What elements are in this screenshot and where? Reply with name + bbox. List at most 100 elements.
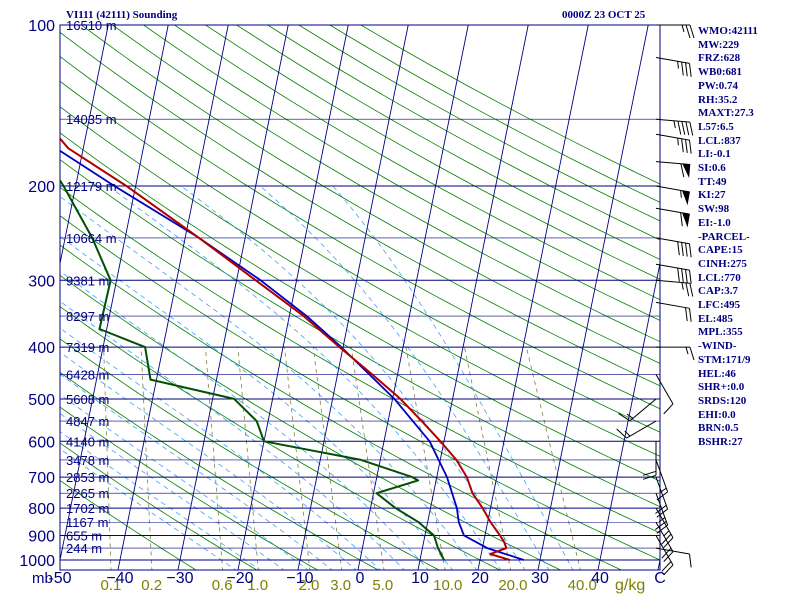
profile-traces [60, 136, 525, 561]
height-label: 12179 m [66, 179, 117, 194]
pressure-tick-label: 1000 [19, 553, 55, 570]
temperature-tick-label: 20 [471, 570, 489, 587]
pressure-tick-label: 500 [28, 392, 55, 409]
index-cap-3-7: CAP:3.7 [698, 285, 739, 298]
index-wind: -WIND- [698, 340, 737, 353]
dry-adiabat [60, 406, 319, 570]
moist-adiabat [60, 195, 478, 570]
mixing-ratio-tick-label: 3.0 [330, 577, 351, 594]
isobars [60, 24, 660, 561]
isotherm [537, 25, 649, 570]
index-si-0-6: SI:0.6 [698, 162, 726, 175]
moist-adiabat [332, 185, 574, 570]
wind-barb [655, 133, 692, 154]
height-label: 1167 m [66, 515, 108, 530]
index-frz-628: FRZ:628 [698, 52, 741, 65]
index-wb0-681: WB0:681 [698, 66, 742, 79]
moist-adiabat [60, 431, 261, 570]
index-ehi-0-0: EHI:0.0 [698, 408, 736, 421]
dry-adiabat [60, 159, 660, 508]
moist-adiabats [60, 185, 574, 570]
index-maxt-27-3: MAXT:27.3 [698, 107, 754, 120]
mixing-ratio-tick-label: 0.6 [212, 577, 233, 594]
height-label: 7319 m [66, 340, 109, 355]
dry-adiabat [60, 274, 562, 570]
height-label: 2853 m [66, 470, 109, 485]
mixing-ratio-line [312, 347, 343, 570]
isotherm [60, 25, 169, 563]
mixing-ratio-tick-label: 40.0 [568, 577, 597, 594]
dry-adiabat [60, 186, 660, 534]
index-wmo-42111: WMO:42111 [698, 25, 758, 37]
index-el-485: EL:485 [698, 312, 733, 325]
index-li-0-1: LI:-0.1 [698, 148, 731, 161]
isotherm [297, 25, 409, 570]
mixing-ratio-lines [103, 347, 581, 570]
index-tt-49: TT:49 [698, 175, 727, 188]
moist-adiabat [181, 185, 526, 570]
isotherm [477, 25, 589, 570]
height-label: 4847 m [66, 414, 109, 429]
parcel-trace [60, 149, 525, 561]
index-bshr-27: BSHR:27 [698, 436, 743, 449]
mixing-ratio-tick-label: 0.2 [141, 577, 162, 594]
dry-adiabat [60, 244, 623, 570]
index-hel-46: HEL:46 [698, 367, 736, 380]
wind-barb [655, 56, 692, 77]
moist-adiabat [60, 270, 430, 570]
dry-adiabat [60, 371, 380, 570]
mixing-ratio-tick-label: 1.0 [247, 577, 268, 594]
wind-barb [655, 301, 692, 322]
index-lcl-770: LCL:770 [698, 271, 741, 284]
axis-labels: 0.1 0.2 0.6 1.0 2.0 3.0 5.0 10.0 20.0 40.0 g/kg100… [19, 18, 665, 594]
wind-barb [655, 521, 674, 562]
height-label: 3478 m [66, 453, 109, 468]
height-label: 8297 m [66, 309, 109, 324]
pressure-tick-label: 400 [28, 340, 55, 357]
index-lfc-495: LFC:495 [698, 299, 741, 312]
mixing-ratio-tick-label: 2.0 [299, 577, 320, 594]
temperature-tick-label: −20 [226, 570, 253, 587]
isotherms [60, 25, 660, 570]
isotherm [357, 25, 469, 570]
moist-adiabat [108, 185, 502, 570]
mixing-ratio-unit: g/kg [615, 577, 645, 594]
wind-barb [655, 207, 690, 228]
temperature-tick-label: −40 [106, 570, 133, 587]
mixing-ratio-line [103, 347, 112, 570]
plot-frame [59, 24, 661, 571]
isotherm [597, 261, 660, 570]
sounding-indices-panel: WMO:42111 MW:229 FRZ:628 WB0:681 PW:0.74 RH:3… [698, 25, 758, 450]
index-brn-0-5: BRN:0.5 [698, 422, 739, 435]
wind-barb [655, 476, 669, 518]
pressure-tick-label: 100 [28, 18, 55, 35]
dry-adiabat [60, 80, 660, 433]
pressure-unit: mb [32, 570, 53, 587]
dry-adiabat [174, 25, 660, 301]
wind-barbs [616, 24, 695, 576]
index-sw-98: SW:98 [698, 203, 730, 216]
dry-adiabat [60, 132, 660, 482]
wind-barb [655, 118, 694, 136]
height-label: 10664 m [66, 231, 117, 246]
index-cinh-275: CINH:275 [698, 257, 747, 270]
wind-barb [656, 346, 695, 361]
height-label: 16510 m [66, 18, 117, 33]
temperature-tick-label: 30 [531, 570, 549, 587]
dry-adiabat [143, 25, 660, 321]
dry-adiabat [236, 25, 660, 260]
valid-time: 0000Z 23 OCT 25 [562, 9, 646, 21]
mixing-ratio-line [284, 347, 311, 570]
dry-adiabat [60, 479, 197, 570]
mixing-ratio-line [140, 347, 153, 570]
height-label: 2265 m [66, 486, 109, 501]
index-mpl-355: MPL:355 [698, 326, 743, 339]
dry-adiabat [60, 306, 501, 570]
index-cape-15: CAPE:15 [698, 244, 743, 257]
dry-adiabat [205, 25, 660, 280]
isotherm [177, 25, 289, 570]
wind-barb [655, 507, 674, 548]
wind-barb [655, 237, 692, 258]
mixing-ratio-line [237, 347, 259, 570]
